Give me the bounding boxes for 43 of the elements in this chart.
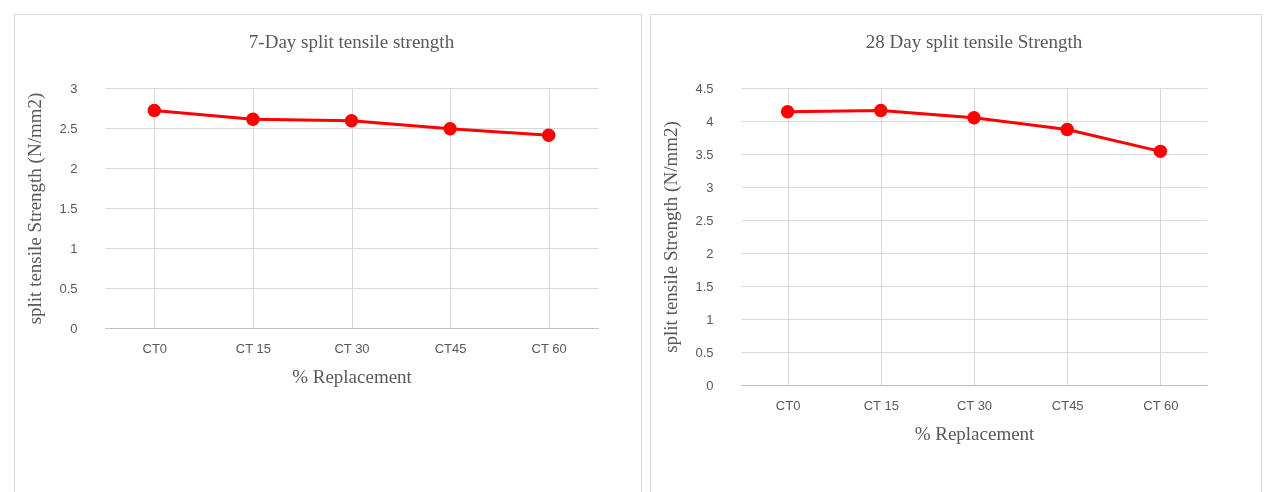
y-tick-label: 2 [706,245,714,261]
point [147,103,162,118]
y-tick-label: 2.5 [695,212,714,228]
point [246,112,260,126]
y-tick-label: 3 [706,179,714,195]
chart-title: 7-Day split tensile strength [248,31,455,52]
y-tick-label: 1 [706,311,714,327]
y-tick-label: 3.5 [695,146,714,162]
y-tick-label: 0.5 [695,344,714,360]
x-tick-label: CT 15 [235,340,271,356]
x-tick-label: CT0 [142,340,168,356]
point [1060,122,1074,137]
x-tick-label: CT 60 [1143,397,1179,413]
y-tick-label: 2.5 [59,120,78,136]
x-tick-label: CT 30 [334,340,370,356]
y-tick-label: 1.5 [695,278,714,294]
x-axis-title: % Replacement [914,422,1036,444]
y-tick-label: 0 [706,377,714,393]
y-tick-label: 1 [70,240,78,256]
y-axis-title: split tensile Strength (N/mm2) [24,92,47,325]
y-tick-label: 0 [70,320,78,336]
y-axis-title: split tensile Strength (N/mm2) [660,121,683,353]
point [967,111,981,125]
x-tick-label: CT0 [775,397,801,413]
y-tick-label: 0.5 [59,280,78,296]
x-tick-label: CT 60 [531,340,567,356]
chart-title: 28 Day split tensile Strength [865,31,1083,52]
x-axis-title: % Replacement [292,365,413,387]
point [541,128,556,142]
x-tick-label: CT 30 [956,397,993,413]
x-tick-label: CT45 [434,340,467,356]
x-tick-label: CT 15 [863,397,899,413]
point [1153,144,1168,159]
point [344,114,359,128]
y-tick-label: 4 [706,113,714,129]
y-tick-label: 3 [70,80,78,96]
point [874,103,888,118]
y-tick-label: 4.5 [695,80,714,96]
x-tick-label: CT45 [1051,397,1084,413]
y-tick-label: 2 [70,160,78,176]
point [780,105,795,119]
y-tick-label: 1.5 [59,200,78,216]
point [443,122,457,136]
